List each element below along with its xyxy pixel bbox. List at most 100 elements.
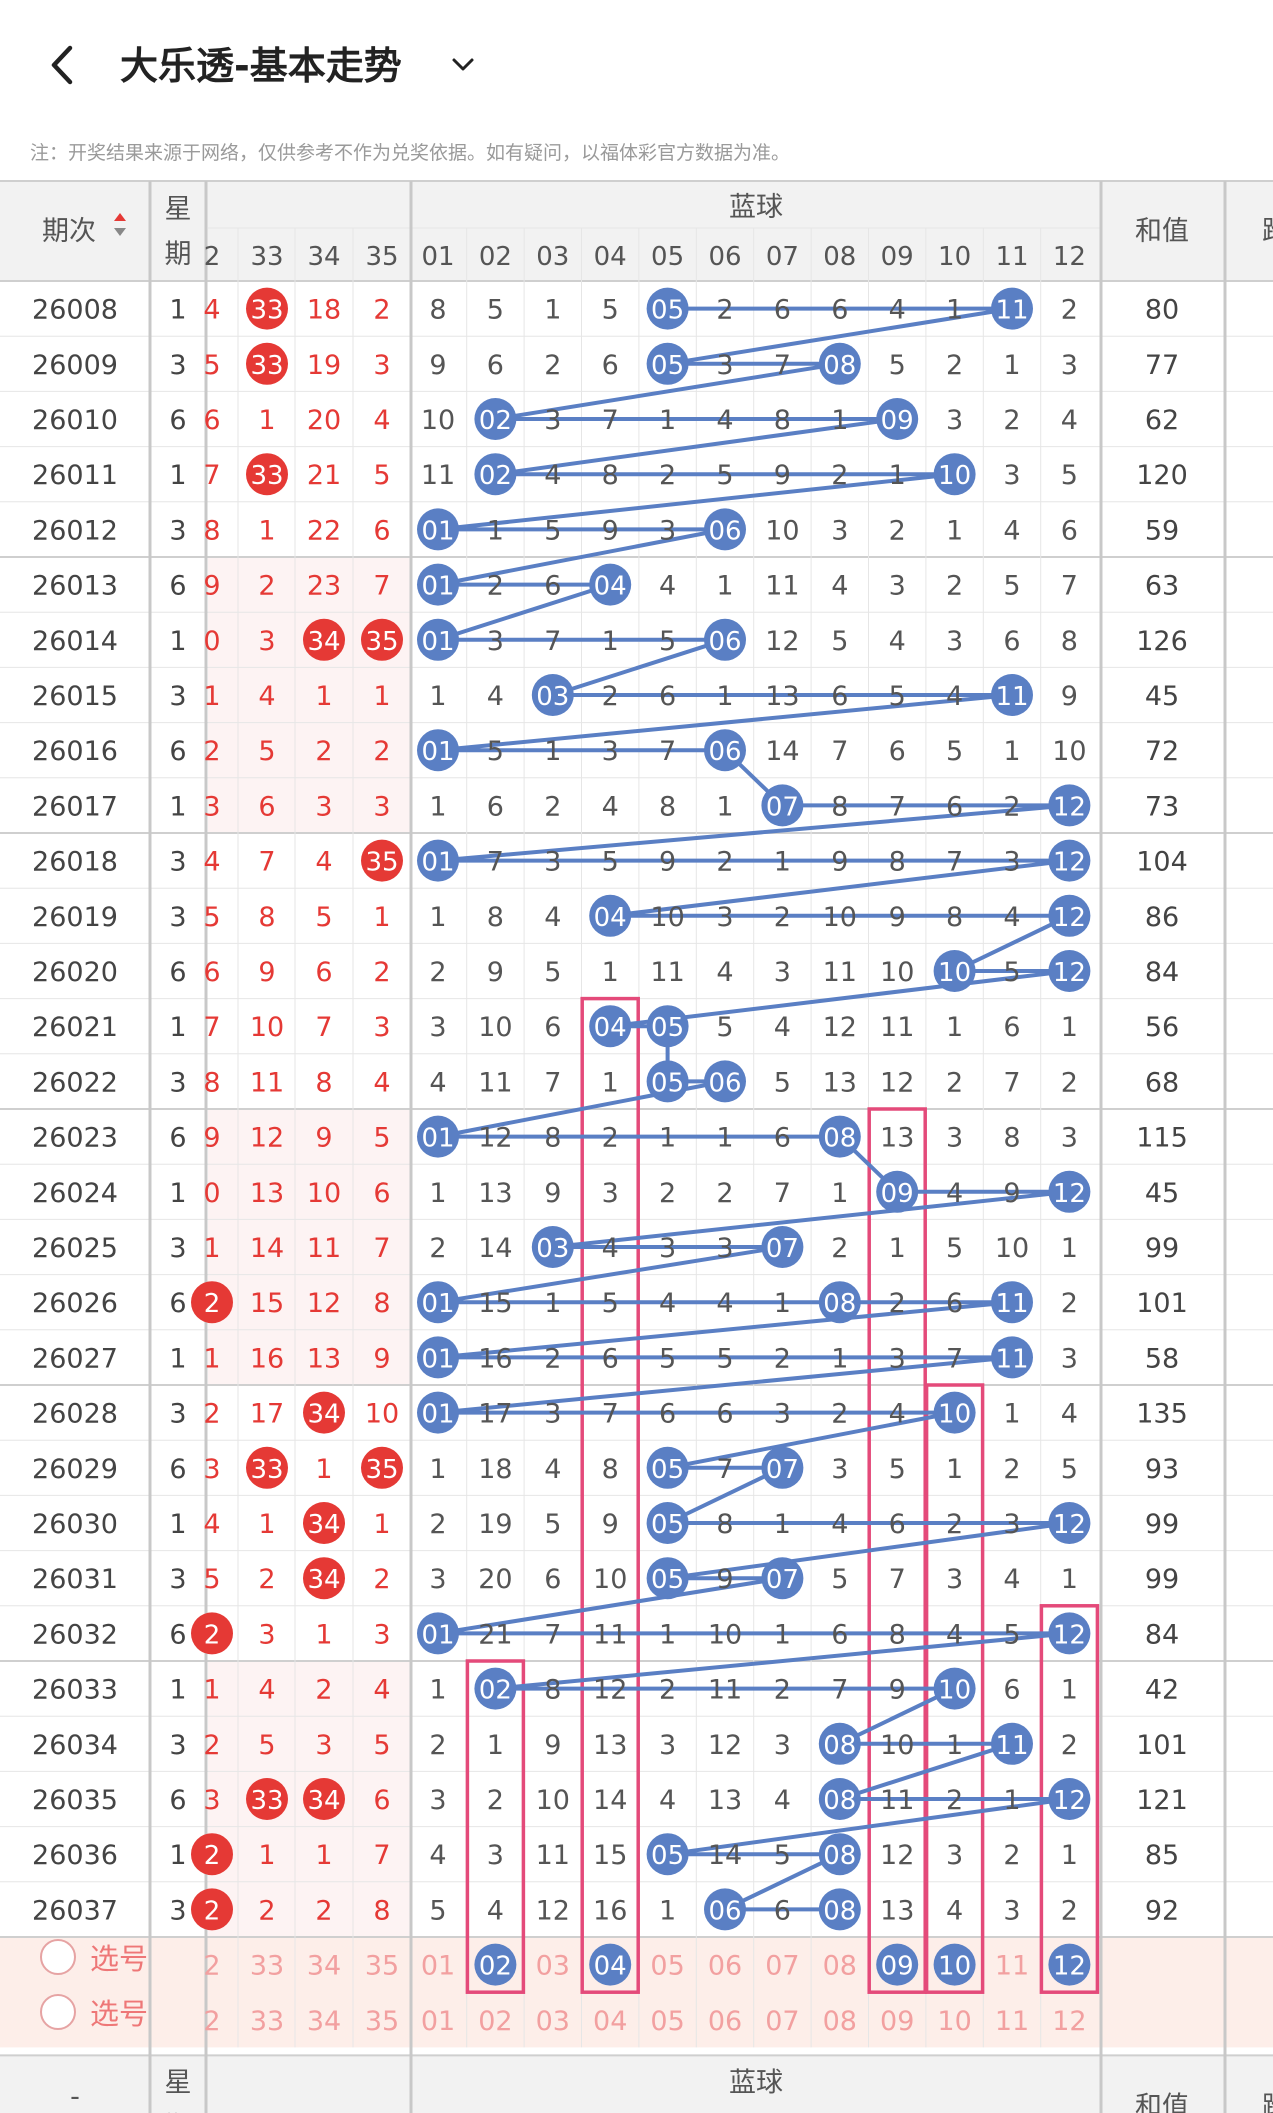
blue-miss-cell: 4 (889, 626, 906, 657)
sum-cell: 62 (1145, 405, 1179, 436)
blue-ball-number: 01 (421, 1400, 454, 1430)
blue-ball (1048, 839, 1091, 882)
blue-ball (646, 1502, 689, 1544)
highlight-box (465, 1659, 526, 1994)
blue-ball-number: 10 (938, 461, 971, 491)
front-miss-cell: 3 (203, 791, 220, 822)
front-miss-cell: 10 (365, 1399, 399, 1430)
front-miss-cell: 7 (203, 460, 220, 491)
blue-miss-cell: 3 (946, 1123, 963, 1154)
blue-col-header: 06 (708, 242, 741, 272)
blue-col-header: 10 (938, 242, 971, 272)
blue-miss-cell: 15 (478, 1288, 512, 1319)
week-cell: 1 (169, 295, 186, 326)
sum-cell: 63 (1145, 571, 1179, 602)
blue-ball-number: 12 (1053, 1786, 1086, 1816)
issue-cell: 26009 (32, 350, 118, 381)
front-miss-cell: 8 (203, 1067, 220, 1098)
blue-miss-cell: 6 (602, 1343, 619, 1374)
radio-circle[interactable] (40, 1993, 76, 2030)
select-row-2[interactable]: 选号 (40, 1984, 210, 2039)
blue-ball-number: 12 (1053, 1620, 1086, 1650)
blue-ball (417, 1391, 459, 1434)
blue-miss-cell: 14 (593, 1785, 627, 1816)
blue-miss-cell: 8 (946, 902, 963, 933)
blue-miss-cell: 4 (946, 1178, 963, 1209)
blue-miss-cell: 7 (544, 1067, 561, 1098)
blue-ball (531, 1226, 574, 1268)
blue-ball (646, 342, 689, 385)
blue-ball-number: 10 (938, 1400, 971, 1430)
blue-ball (933, 950, 976, 992)
issue-cell: 26035 (32, 1785, 118, 1816)
blue-miss-cell: 4 (716, 1288, 733, 1319)
blue-ball-number: 01 (421, 1289, 454, 1319)
blue-miss-cell: 2 (429, 1233, 446, 1264)
week-cell: 3 (169, 1730, 186, 1761)
select-blue-number: 07 (765, 1951, 799, 1982)
blue-col-header: 04 (594, 242, 627, 272)
blue-miss-cell: 20 (478, 1564, 512, 1595)
blue-ball (646, 1833, 689, 1876)
front-miss-cell: 1 (203, 1675, 220, 1706)
select-front-number: 34 (307, 1951, 341, 1982)
front-miss-cell: 1 (258, 1509, 275, 1540)
week-cell: 3 (169, 681, 186, 712)
blue-miss-cell: 6 (774, 295, 791, 326)
blue-miss-cell: 14 (478, 1233, 512, 1264)
red-ball (191, 1281, 233, 1324)
blue-ball-number: 12 (1053, 958, 1086, 988)
front-miss-cell: 1 (315, 1619, 332, 1650)
week-cell: 6 (169, 571, 186, 602)
blue-miss-cell: 4 (946, 1895, 963, 1926)
blue-miss-cell: 1 (429, 791, 446, 822)
blue-ball (417, 1115, 459, 1158)
blue-miss-cell: 9 (889, 1675, 906, 1706)
blue-miss-cell: 11 (650, 957, 684, 988)
blue-ball (991, 674, 1033, 716)
chevron-left-icon[interactable] (40, 40, 90, 90)
sum-cell: 92 (1145, 1895, 1179, 1926)
blue-ball-number: 02 (479, 1676, 512, 1706)
blue-miss-cell: 5 (487, 295, 504, 326)
select-row-1[interactable]: 选号 (40, 1929, 210, 1984)
front-miss-cell: 3 (373, 1012, 390, 1043)
front-miss-cell: 1 (315, 681, 332, 712)
front-miss-cell: 6 (373, 1178, 390, 1209)
chevron-down-icon[interactable] (448, 50, 478, 80)
blue-miss-cell: 3 (659, 1730, 676, 1761)
page-title[interactable]: 大乐透-基本走势 (120, 44, 402, 88)
blue-ball (761, 1226, 804, 1268)
trend-header: 跗 (1262, 216, 1273, 247)
issue-cell: 26024 (32, 1178, 118, 1209)
blue-miss-cell: 3 (1003, 1509, 1020, 1540)
blue-ball (1048, 950, 1091, 992)
front-miss-cell: 3 (315, 1730, 332, 1761)
blue-ball-number: 07 (766, 1234, 799, 1264)
blue-ball-number: 11 (995, 296, 1028, 326)
select-label: 选号 (90, 1996, 149, 2031)
sum-cell: 84 (1145, 1619, 1179, 1650)
blue-ball-number: 07 (766, 792, 799, 822)
blue-ball (417, 563, 459, 606)
blue-miss-cell: 1 (544, 295, 561, 326)
front-zone-bg (208, 777, 411, 833)
issue-cell: 26032 (32, 1619, 118, 1650)
blue-miss-cell: 6 (487, 350, 504, 381)
blue-miss-cell: 1 (1061, 1675, 1078, 1706)
blue-miss-cell: 10 (823, 902, 857, 933)
blue-miss-cell: 6 (544, 571, 561, 602)
red-ball-number: 33 (250, 1455, 283, 1485)
blue-miss-cell: 6 (946, 1288, 963, 1319)
blue-miss-cell: 1 (602, 1067, 619, 1098)
blue-miss-cell: 3 (946, 405, 963, 436)
radio-circle[interactable] (40, 1938, 76, 1975)
blue-miss-cell: 1 (1003, 1785, 1020, 1816)
front-miss-cell: 4 (258, 1675, 275, 1706)
select-blue-number: 04 (593, 2006, 627, 2037)
sum-cell: 104 (1136, 847, 1188, 878)
front-miss-cell: 5 (373, 1730, 390, 1761)
blue-miss-cell: 5 (1061, 460, 1078, 491)
blue-miss-cell: 12 (478, 1123, 512, 1154)
front-miss-cell: 4 (203, 295, 220, 326)
